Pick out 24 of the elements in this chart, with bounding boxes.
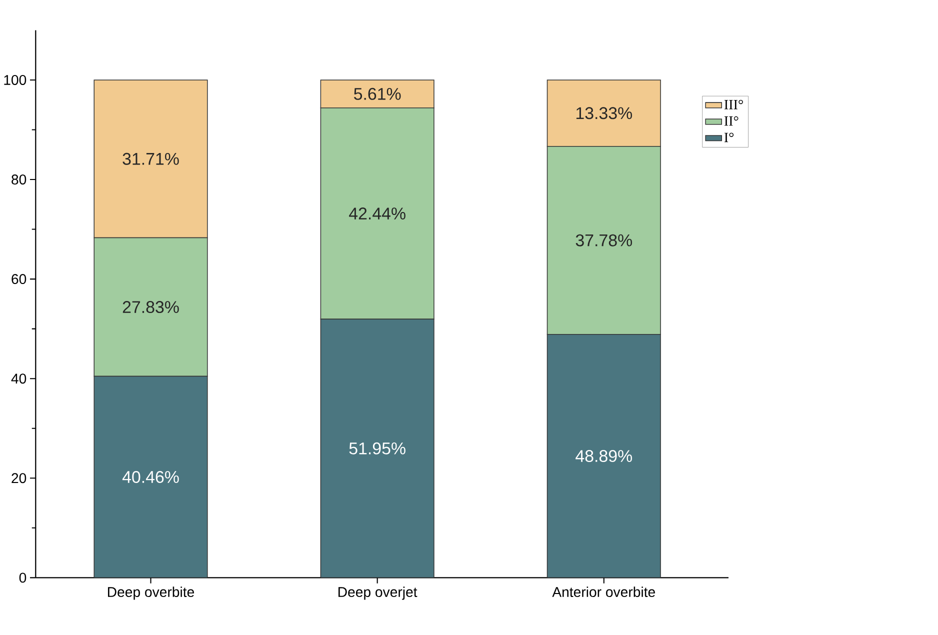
data-label: 48.89%	[576, 450, 632, 462]
y-tick-label: 20	[12, 473, 26, 484]
legend-label: II°	[724, 116, 738, 126]
data-label: 13.33%	[576, 107, 632, 120]
y-tick-label: 80	[12, 174, 26, 184]
y-tick-label: 100	[4, 74, 26, 85]
data-label: 5.61%	[354, 88, 401, 100]
legend-label: I°	[724, 132, 734, 142]
data-label: 40.46%	[122, 470, 179, 483]
data-label: 31.71%	[122, 152, 179, 165]
data-label: 27.83%	[122, 300, 179, 313]
legend-label: III°	[724, 100, 743, 110]
data-label: 42.44%	[349, 207, 406, 220]
x-tick-label: Deep overbite	[108, 586, 194, 600]
data-label: 37.78%	[576, 234, 632, 246]
y-tick-label: 40	[11, 373, 26, 384]
bar	[94, 376, 208, 578]
x-tick-label: Anterior overbite	[552, 586, 655, 597]
bar	[546, 334, 661, 578]
data-label: 51.95%	[349, 442, 406, 454]
y-tick-label: 0	[19, 572, 26, 583]
y-tick-label: 60	[12, 274, 26, 284]
x-tick-label: Deep overjet	[338, 586, 418, 600]
bar	[320, 318, 434, 578]
